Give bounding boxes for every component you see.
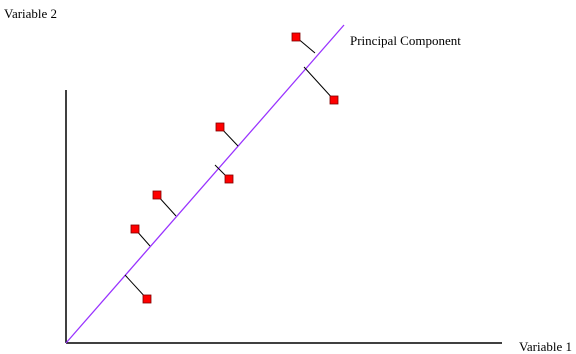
x-axis-label: Variable 1	[519, 339, 572, 354]
projection-lines	[124, 36, 335, 300]
data-point-5	[152, 190, 162, 200]
data-point-3	[215, 122, 225, 132]
component-label: Principal Component	[350, 33, 461, 48]
data-point-2	[329, 95, 339, 105]
data-points	[130, 32, 339, 304]
principal-component-line	[65, 24, 345, 344]
data-point-4	[224, 174, 234, 184]
y-axis-label: Variable 2	[4, 6, 57, 21]
data-point-1	[291, 32, 301, 42]
data-point-6	[130, 224, 140, 234]
data-point-7	[142, 294, 152, 304]
projection-line-2	[303, 66, 335, 101]
